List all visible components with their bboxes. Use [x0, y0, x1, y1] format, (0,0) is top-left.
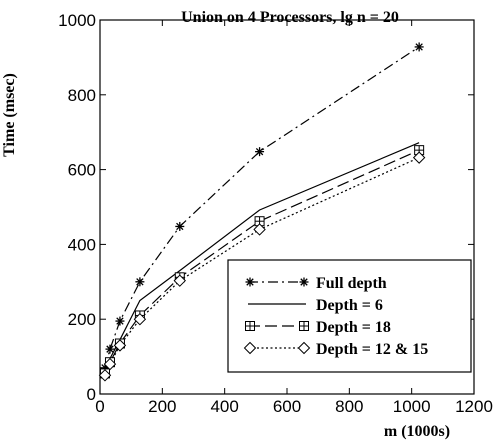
- x-tick-label: 200: [148, 397, 176, 416]
- legend-marker: [299, 277, 309, 287]
- series-4-point: [173, 274, 186, 287]
- legend-box: [227, 259, 472, 373]
- series-1-point: [115, 316, 125, 326]
- series-1-point: [105, 344, 115, 354]
- y-tick-label: 0: [87, 385, 96, 404]
- series-1-point: [175, 221, 185, 231]
- x-tick-label: 600: [273, 397, 301, 416]
- legend: Full depth Depth = 6 Depth = 18 Depth = 12 …: [227, 259, 472, 373]
- x-tick-label: 1200: [455, 397, 493, 416]
- legend-item: Depth = 18: [245, 319, 391, 336]
- legend-items: Full depth Depth = 6 Depth = 18 Depth = 12 …: [243, 275, 428, 358]
- y-axis-label: Time (msec): [1, 73, 18, 157]
- x-tick-label: 400: [210, 397, 238, 416]
- x-tick-label: 800: [335, 397, 363, 416]
- legend-item: Full depth: [245, 275, 387, 292]
- legend-marker: [243, 341, 257, 355]
- y-tick-label: 200: [68, 310, 96, 329]
- series-4-point: [98, 369, 112, 382]
- y-tick-label: 1000: [58, 11, 96, 30]
- legend-item: Depth = 6: [248, 297, 383, 314]
- series-4-point: [103, 357, 117, 371]
- legend-marker: [299, 321, 309, 331]
- series-1-point: [414, 42, 424, 52]
- series-markers: [98, 42, 426, 382]
- series-1-point: [255, 147, 265, 157]
- y-tick-label: 600: [68, 161, 96, 180]
- y-tick-label: 800: [68, 86, 96, 105]
- x-tick-label: 0: [95, 397, 104, 416]
- series-4-point: [113, 339, 127, 352]
- legend-label: Depth = 12 & 15: [316, 341, 428, 358]
- y-tick-label: 400: [68, 235, 96, 254]
- x-tick-label: 1000: [393, 397, 431, 416]
- legend-marker: [245, 321, 255, 331]
- chart-title: Union on 4 Processors, lg n = 20: [181, 9, 399, 26]
- series-4-point: [253, 223, 266, 236]
- legend-label: Full depth: [316, 275, 387, 292]
- series-4-point: [133, 312, 147, 326]
- legend-item: Depth = 12 & 15: [243, 341, 428, 358]
- x-axis-label: m (1000s): [384, 423, 450, 440]
- legend-label: Depth = 6: [316, 297, 383, 314]
- legend-label: Depth = 18: [316, 319, 391, 336]
- axis-ticks: 0 200 400 600 800 1000 1200 0 200 400 600 800 1000: [58, 11, 493, 416]
- legend-marker: [245, 277, 255, 287]
- series-4-point: [412, 151, 426, 164]
- series-1-point: [135, 277, 145, 287]
- legend-marker: [297, 341, 311, 355]
